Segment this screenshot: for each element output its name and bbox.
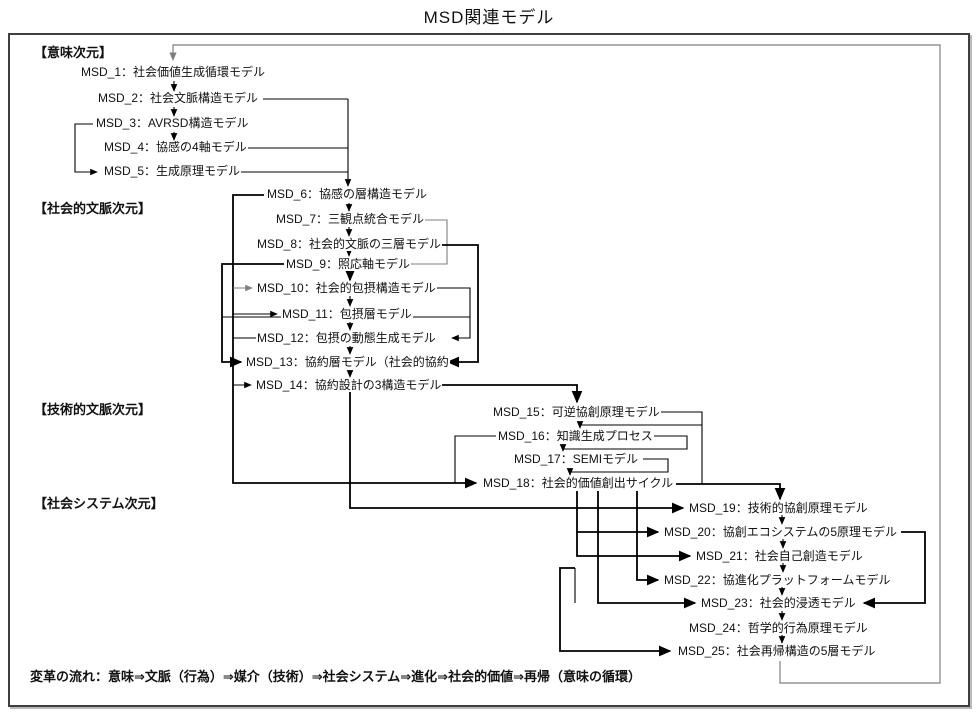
diagram-node-msd_5: MSD_5：生成原理モデル xyxy=(103,164,242,178)
section-label-0: 【意味次元】 xyxy=(34,45,113,60)
connector-18-to-22 xyxy=(636,491,660,586)
diagram-node-msd_17: MSD_17：SEMIモデル xyxy=(513,452,640,466)
connector-3-to-5 xyxy=(74,123,98,176)
diagram-node-msd_18: MSD_18：社会的価値創出サイクル xyxy=(482,476,675,490)
diagram-node-msd_7: MSD_7：三観点統合モデル xyxy=(275,212,426,226)
connector-16-to-17 xyxy=(559,435,688,452)
diagram-border xyxy=(8,33,970,707)
connector-8-to-13 xyxy=(434,244,479,368)
section-label-3: 【社会システム次元】 xyxy=(34,496,164,511)
connector-17-to-18 xyxy=(566,458,669,476)
section-label-2: 【技術的文脈次元】 xyxy=(34,402,152,417)
connector-14-to-15 xyxy=(441,384,583,404)
page-title: MSD関連モデル xyxy=(423,8,555,27)
diagram-node-msd_22: MSD_22：協進化プラットフォームモデル xyxy=(663,573,892,587)
diagram-node-msd_15: MSD_15：可逆協創原理モデル xyxy=(492,405,661,419)
diagram-node-msd_16: MSD_16：知識生成プロセス xyxy=(497,429,654,443)
diagram-node-msd_19: MSD_19：技術的協創原理モデル xyxy=(688,501,869,515)
connector-6-channel-to-18 xyxy=(232,194,478,489)
connector-18-to-23 xyxy=(597,491,697,609)
diagram-node-msd_11: MSD_11：包摂層モデル xyxy=(281,307,413,321)
connector-7-to-9 xyxy=(402,219,448,268)
connector-9-to-13 xyxy=(221,263,284,368)
connector-18-to-21 xyxy=(576,532,692,562)
diagram-node-msd_10: MSD_10：社会的包摂構造モデル xyxy=(256,281,437,295)
connector-18-to-20 xyxy=(576,491,660,538)
diagram-node-msd_9: MSD_9：照応軸モデル xyxy=(285,257,412,271)
diagram-node-msd_8: MSD_8：社会的文脈の三層モデル xyxy=(256,237,443,251)
diagram-node-msd_6: MSD_6：協感の層構造モデル xyxy=(266,187,429,201)
connector-channel-to-25 xyxy=(559,567,672,657)
transformation-flow-note: 変革の流れ：意味⇒文脈（行為）⇒媒介（技術）⇒社会システム⇒進化⇒社会的価値⇒再… xyxy=(30,669,641,684)
connector-18-to-19-top xyxy=(676,483,786,501)
diagram-node-msd_12: MSD_12：包摂の動態生成モデル xyxy=(256,331,437,345)
diagram-node-msd_4: MSD_4：協感の4軸モデル xyxy=(103,140,248,154)
diagram-node-msd_21: MSD_21：社会自己創造モデル xyxy=(695,549,864,563)
diagram-node-msd_20: MSD_20：協創エコシステムの5原理モデル xyxy=(663,525,899,539)
diagram-node-msd_1: MSD_1：社会価値生成循環モデル xyxy=(80,65,267,79)
connector-14-channel-to-19 xyxy=(349,392,685,514)
connector-10-to-12 xyxy=(434,287,471,342)
connector-loop-25-to-1 xyxy=(169,44,941,684)
connector-20-to-23 xyxy=(862,531,926,609)
diagram-node-msd_14: MSD_14：協約設計の3構造モデル xyxy=(255,378,443,392)
diagram-node-msd_13: MSD_13：協約層モデル（社会的協約 xyxy=(245,355,450,369)
diagram-node-msd_2: MSD_2：社会文脈構造モデル xyxy=(97,91,260,105)
connector-16-left-bracket xyxy=(454,435,496,483)
diagram-node-msd_23: MSD_23：社会的浸透モデル xyxy=(700,596,857,610)
section-label-1: 【社会的文脈次元】 xyxy=(34,201,152,216)
diagram-node-msd_24: MSD_24：哲学的行為原理モデル xyxy=(688,621,869,635)
diagram-node-msd_3: MSD_3：AVRSD構造モデル xyxy=(95,116,250,130)
diagram-node-msd_25: MSD_25：社会再帰構造の5層モデル xyxy=(677,644,877,658)
